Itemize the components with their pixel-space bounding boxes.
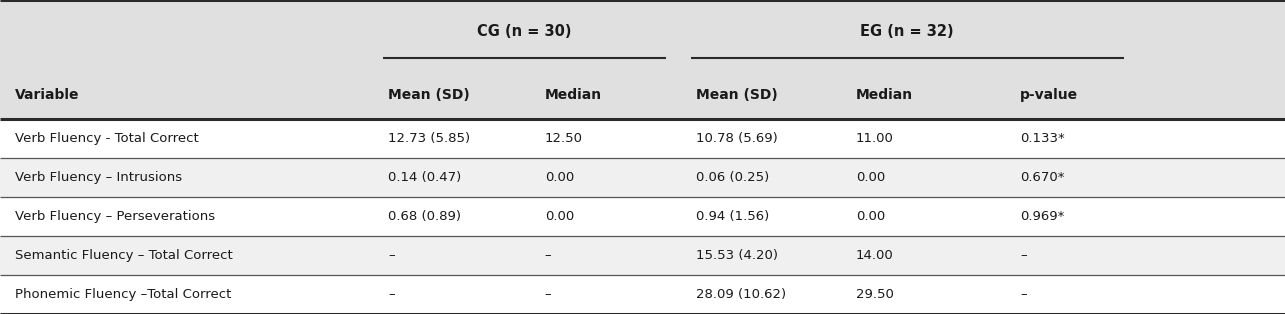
Text: 0.00: 0.00 bbox=[856, 210, 885, 223]
Text: 0.68 (0.89): 0.68 (0.89) bbox=[388, 210, 461, 223]
Text: EG (n = 32): EG (n = 32) bbox=[861, 24, 953, 39]
Bar bbox=[0, 119, 1285, 158]
Text: 0.00: 0.00 bbox=[856, 171, 885, 184]
Bar bbox=[0, 71, 1285, 119]
Text: 15.53 (4.20): 15.53 (4.20) bbox=[696, 249, 779, 262]
Text: Mean (SD): Mean (SD) bbox=[388, 88, 470, 102]
Text: 0.94 (1.56): 0.94 (1.56) bbox=[696, 210, 770, 223]
Text: 29.50: 29.50 bbox=[856, 288, 893, 301]
Bar bbox=[0, 0, 1285, 71]
Bar bbox=[0, 236, 1285, 275]
Text: 0.06 (0.25): 0.06 (0.25) bbox=[696, 171, 770, 184]
Text: –: – bbox=[545, 249, 551, 262]
Text: 28.09 (10.62): 28.09 (10.62) bbox=[696, 288, 786, 301]
Text: 12.73 (5.85): 12.73 (5.85) bbox=[388, 132, 470, 145]
Text: –: – bbox=[545, 288, 551, 301]
Text: p-value: p-value bbox=[1020, 88, 1078, 102]
Text: 11.00: 11.00 bbox=[856, 132, 893, 145]
Text: Mean (SD): Mean (SD) bbox=[696, 88, 779, 102]
Text: 0.00: 0.00 bbox=[545, 171, 574, 184]
Text: 10.78 (5.69): 10.78 (5.69) bbox=[696, 132, 779, 145]
Text: Verb Fluency – Perseverations: Verb Fluency – Perseverations bbox=[15, 210, 216, 223]
Text: –: – bbox=[1020, 249, 1027, 262]
Bar bbox=[0, 197, 1285, 236]
Text: 0.00: 0.00 bbox=[545, 210, 574, 223]
Text: Phonemic Fluency –Total Correct: Phonemic Fluency –Total Correct bbox=[15, 288, 231, 301]
Text: –: – bbox=[1020, 288, 1027, 301]
Bar bbox=[0, 275, 1285, 314]
Text: 0.969*: 0.969* bbox=[1020, 210, 1065, 223]
Text: Median: Median bbox=[545, 88, 601, 102]
Text: Variable: Variable bbox=[15, 88, 80, 102]
Text: 0.670*: 0.670* bbox=[1020, 171, 1065, 184]
Text: –: – bbox=[388, 249, 394, 262]
Text: Verb Fluency - Total Correct: Verb Fluency - Total Correct bbox=[15, 132, 199, 145]
Bar bbox=[0, 158, 1285, 197]
Text: 14.00: 14.00 bbox=[856, 249, 893, 262]
Text: 0.14 (0.47): 0.14 (0.47) bbox=[388, 171, 461, 184]
Text: –: – bbox=[388, 288, 394, 301]
Text: Median: Median bbox=[856, 88, 912, 102]
Text: CG (n = 30): CG (n = 30) bbox=[477, 24, 572, 39]
Text: Verb Fluency – Intrusions: Verb Fluency – Intrusions bbox=[15, 171, 182, 184]
Text: 0.133*: 0.133* bbox=[1020, 132, 1065, 145]
Text: 12.50: 12.50 bbox=[545, 132, 583, 145]
Text: Semantic Fluency – Total Correct: Semantic Fluency – Total Correct bbox=[15, 249, 233, 262]
